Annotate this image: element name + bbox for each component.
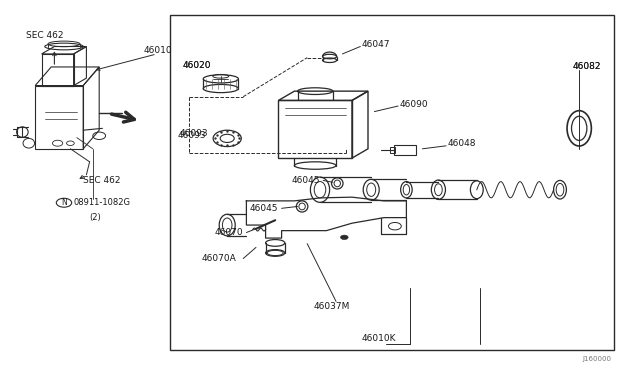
Text: 46082: 46082 <box>573 62 602 71</box>
Text: 08911-1082G: 08911-1082G <box>74 198 131 207</box>
Text: 46045: 46045 <box>291 176 320 185</box>
Circle shape <box>340 235 348 240</box>
Text: 46093: 46093 <box>178 131 207 140</box>
Bar <box>278 100 352 158</box>
Text: SEC 462: SEC 462 <box>83 176 121 185</box>
Text: 46093: 46093 <box>179 129 208 138</box>
Text: 46045: 46045 <box>250 204 278 213</box>
Text: 46037M: 46037M <box>314 302 350 311</box>
Text: 46070A: 46070A <box>202 254 236 263</box>
Text: 46090: 46090 <box>400 100 429 109</box>
Bar <box>394 145 416 155</box>
Text: 46010: 46010 <box>144 46 173 55</box>
Text: 46020: 46020 <box>182 61 211 70</box>
Text: 46070: 46070 <box>214 228 243 237</box>
Text: 46082: 46082 <box>573 62 602 71</box>
Bar <box>390 147 395 153</box>
Text: 46047: 46047 <box>362 40 390 49</box>
Text: SEC 462: SEC 462 <box>26 31 63 40</box>
Text: N: N <box>61 198 67 207</box>
Text: 46020: 46020 <box>182 61 211 70</box>
Text: J160000: J160000 <box>582 356 611 362</box>
Bar <box>170 15 614 350</box>
Text: 46010K: 46010K <box>362 334 396 343</box>
Text: (2): (2) <box>90 213 101 222</box>
Text: 46048: 46048 <box>448 139 477 148</box>
